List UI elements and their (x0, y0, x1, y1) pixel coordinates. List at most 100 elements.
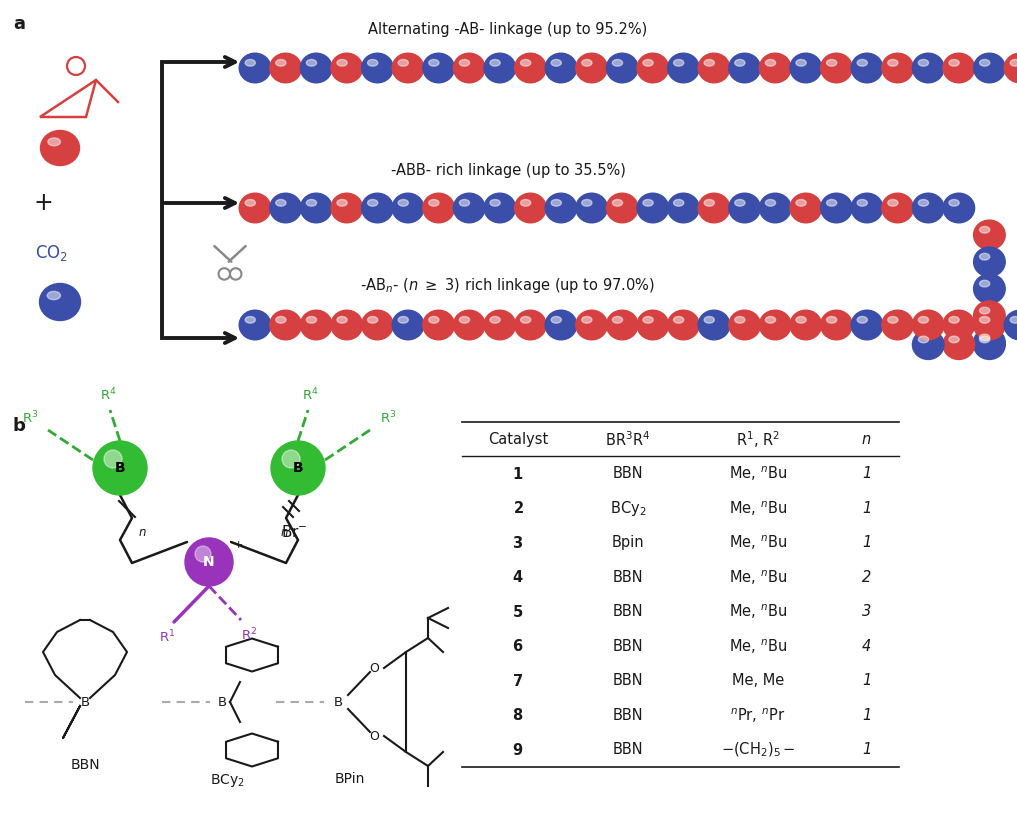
Ellipse shape (331, 53, 363, 83)
Ellipse shape (973, 330, 1005, 359)
Ellipse shape (796, 199, 806, 206)
Ellipse shape (337, 199, 347, 206)
Ellipse shape (362, 193, 394, 222)
Ellipse shape (306, 60, 316, 66)
Ellipse shape (521, 60, 531, 66)
Text: BBN: BBN (612, 673, 644, 688)
Ellipse shape (673, 199, 683, 206)
Ellipse shape (673, 316, 683, 323)
Text: O: O (369, 662, 379, 675)
Text: BBN: BBN (612, 708, 644, 723)
Ellipse shape (637, 193, 668, 222)
Ellipse shape (551, 60, 561, 66)
Ellipse shape (667, 53, 700, 83)
Text: $\mathbf{2}$: $\mathbf{2}$ (513, 500, 524, 516)
Ellipse shape (367, 199, 377, 206)
Ellipse shape (429, 199, 439, 206)
Text: $-(\mathrm{CH_2})_5-$: $-(\mathrm{CH_2})_5-$ (721, 740, 795, 759)
Ellipse shape (398, 60, 409, 66)
Ellipse shape (796, 60, 806, 66)
Text: b: b (13, 417, 25, 435)
Ellipse shape (460, 316, 470, 323)
Circle shape (271, 441, 325, 495)
Ellipse shape (582, 60, 592, 66)
Ellipse shape (429, 316, 439, 323)
Ellipse shape (760, 53, 791, 83)
Ellipse shape (490, 199, 500, 206)
Ellipse shape (1010, 316, 1017, 323)
Ellipse shape (790, 53, 822, 83)
Text: Alternating -AB- linkage (up to 95.2%): Alternating -AB- linkage (up to 95.2%) (368, 22, 648, 37)
Ellipse shape (331, 310, 363, 339)
Ellipse shape (393, 193, 424, 222)
Ellipse shape (367, 316, 377, 323)
Ellipse shape (979, 281, 990, 287)
Ellipse shape (300, 53, 332, 83)
Ellipse shape (673, 60, 683, 66)
Text: 1: 1 (861, 535, 872, 550)
Text: $\mathbf{5}$: $\mathbf{5}$ (513, 603, 524, 620)
Text: Me, $^n$Bu: Me, $^n$Bu (729, 568, 787, 587)
Ellipse shape (979, 60, 990, 66)
Text: B: B (218, 696, 227, 709)
Ellipse shape (515, 193, 546, 222)
Ellipse shape (704, 199, 714, 206)
Ellipse shape (276, 199, 286, 206)
Text: a: a (13, 15, 25, 33)
Ellipse shape (949, 336, 959, 343)
Ellipse shape (979, 307, 990, 314)
Text: $\mathbf{4}$: $\mathbf{4}$ (513, 569, 524, 585)
Ellipse shape (790, 310, 822, 339)
Ellipse shape (643, 199, 653, 206)
Ellipse shape (857, 316, 868, 323)
Ellipse shape (888, 316, 898, 323)
Text: Bpin: Bpin (611, 535, 645, 550)
Ellipse shape (704, 316, 714, 323)
Ellipse shape (484, 310, 516, 339)
Text: R$^1$, R$^2$: R$^1$, R$^2$ (736, 429, 780, 450)
Text: Me, $^n$Bu: Me, $^n$Bu (729, 465, 787, 483)
Ellipse shape (973, 328, 1005, 358)
Text: BR$^3$R$^4$: BR$^3$R$^4$ (605, 430, 651, 448)
Ellipse shape (490, 60, 500, 66)
Ellipse shape (515, 310, 546, 339)
Ellipse shape (888, 60, 898, 66)
Text: 4: 4 (861, 639, 872, 654)
Text: R$^2$: R$^2$ (241, 627, 257, 643)
Ellipse shape (912, 53, 944, 83)
Text: $^n$Pr, $^n$Pr: $^n$Pr, $^n$Pr (730, 706, 786, 725)
Text: R$^3$: R$^3$ (380, 409, 397, 426)
Text: BCy$_2$: BCy$_2$ (210, 772, 244, 789)
Text: +: + (234, 540, 243, 550)
Ellipse shape (337, 316, 347, 323)
Ellipse shape (362, 53, 394, 83)
Ellipse shape (973, 247, 1005, 276)
Text: $\mathbf{1}$: $\mathbf{1}$ (513, 466, 524, 481)
Ellipse shape (582, 199, 592, 206)
Ellipse shape (973, 53, 1005, 83)
Ellipse shape (47, 291, 61, 300)
Text: BBN: BBN (612, 466, 644, 481)
Ellipse shape (943, 53, 974, 83)
Text: $n$: $n$ (861, 432, 872, 447)
Ellipse shape (949, 316, 959, 323)
Text: $n$: $n$ (280, 526, 289, 539)
Ellipse shape (545, 310, 577, 339)
Text: $\mathbf{3}$: $\mathbf{3}$ (513, 535, 524, 551)
Ellipse shape (612, 60, 622, 66)
Ellipse shape (551, 316, 561, 323)
Ellipse shape (40, 284, 80, 320)
Ellipse shape (521, 316, 531, 323)
Ellipse shape (857, 60, 868, 66)
Ellipse shape (300, 193, 332, 222)
Ellipse shape (766, 316, 776, 323)
Text: R$^3$: R$^3$ (21, 409, 38, 426)
Text: R$^4$: R$^4$ (302, 387, 318, 403)
Ellipse shape (306, 316, 316, 323)
Ellipse shape (337, 60, 347, 66)
Ellipse shape (239, 193, 271, 222)
Ellipse shape (270, 310, 301, 339)
Ellipse shape (979, 253, 990, 260)
Ellipse shape (979, 334, 990, 341)
Ellipse shape (637, 310, 668, 339)
